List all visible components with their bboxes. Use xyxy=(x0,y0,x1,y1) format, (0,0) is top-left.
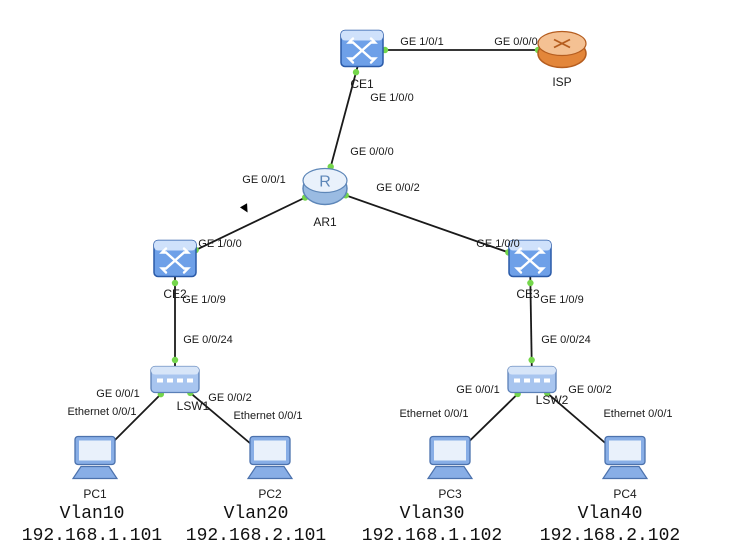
iface-label: GE 0/0/2 xyxy=(568,384,611,396)
iface-label: GE 1/0/0 xyxy=(476,238,519,250)
node-isp[interactable] xyxy=(534,26,590,75)
label-ce3: CE3 xyxy=(516,287,539,301)
label-pc1: PC1 xyxy=(83,487,106,501)
mouse-cursor-icon: ▼ xyxy=(235,198,255,219)
node-lsw1[interactable] xyxy=(149,359,201,402)
iface-label: GE 1/0/0 xyxy=(198,238,241,250)
node-pc4[interactable] xyxy=(599,433,651,488)
iface-label: GE 1/0/9 xyxy=(540,294,583,306)
vlan-label: Vlan30 xyxy=(400,504,465,524)
iface-label: GE 0/0/24 xyxy=(183,334,233,346)
label-isp: ISP xyxy=(552,75,571,89)
iface-label: GE 1/0/1 xyxy=(400,36,443,48)
label-lsw1: LSW1 xyxy=(177,399,210,413)
iface-label: GE 0/0/0 xyxy=(350,146,393,158)
node-pc2[interactable] xyxy=(244,433,296,488)
iface-label: GE 0/0/1 xyxy=(242,174,285,186)
iface-label: GE 1/0/9 xyxy=(182,294,225,306)
vlan-label: Vlan10 xyxy=(60,504,125,524)
label-pc4: PC4 xyxy=(613,487,636,501)
ip-label: 192.168.2.102 xyxy=(540,526,680,546)
node-pc3[interactable] xyxy=(424,433,476,488)
iface-label: Ethernet 0/0/1 xyxy=(603,408,672,420)
iface-label: GE 0/0/2 xyxy=(208,392,251,404)
iface-label: GE 0/0/0 xyxy=(494,36,537,48)
node-ar1[interactable]: R xyxy=(300,161,350,216)
node-ce1[interactable] xyxy=(339,25,385,76)
node-ce2[interactable] xyxy=(152,235,198,286)
svg-text:R: R xyxy=(319,174,331,191)
vlan-label: Vlan20 xyxy=(224,504,289,524)
label-ar1: AR1 xyxy=(313,215,336,229)
ip-label: 192.168.1.102 xyxy=(362,526,502,546)
ip-label: 192.168.2.101 xyxy=(186,526,326,546)
label-ce1: CE1 xyxy=(350,77,373,91)
label-pc3: PC3 xyxy=(438,487,461,501)
iface-label: Ethernet 0/0/1 xyxy=(233,410,302,422)
label-pc2: PC2 xyxy=(258,487,281,501)
iface-label: GE 0/0/1 xyxy=(456,384,499,396)
iface-label: Ethernet 0/0/1 xyxy=(67,406,136,418)
iface-label: GE 1/0/0 xyxy=(370,92,413,104)
label-lsw2: LSW2 xyxy=(536,393,569,407)
vlan-label: Vlan40 xyxy=(578,504,643,524)
iface-label: Ethernet 0/0/1 xyxy=(399,408,468,420)
iface-label: GE 0/0/1 xyxy=(96,388,139,400)
iface-label: GE 0/0/24 xyxy=(541,334,591,346)
ip-label: 192.168.1.101 xyxy=(22,526,162,546)
iface-label: GE 0/0/2 xyxy=(376,182,419,194)
node-pc1[interactable] xyxy=(69,433,121,488)
